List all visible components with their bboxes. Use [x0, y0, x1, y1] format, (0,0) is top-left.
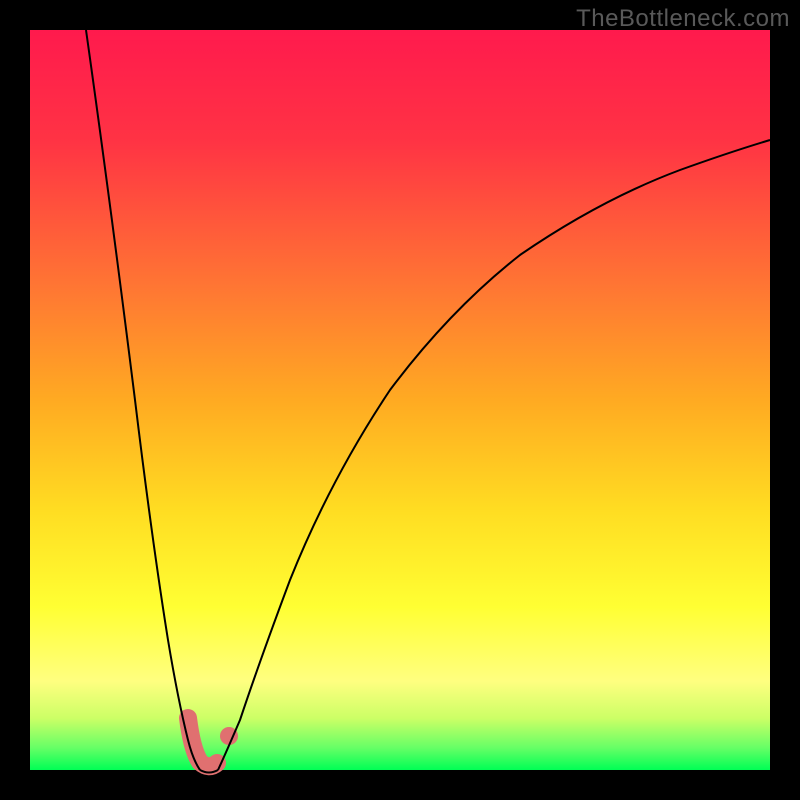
watermark-text: TheBottleneck.com: [576, 5, 790, 33]
plot-background: [30, 30, 770, 770]
chart-svg: [0, 0, 800, 800]
chart-container: TheBottleneck.com: [0, 0, 800, 800]
